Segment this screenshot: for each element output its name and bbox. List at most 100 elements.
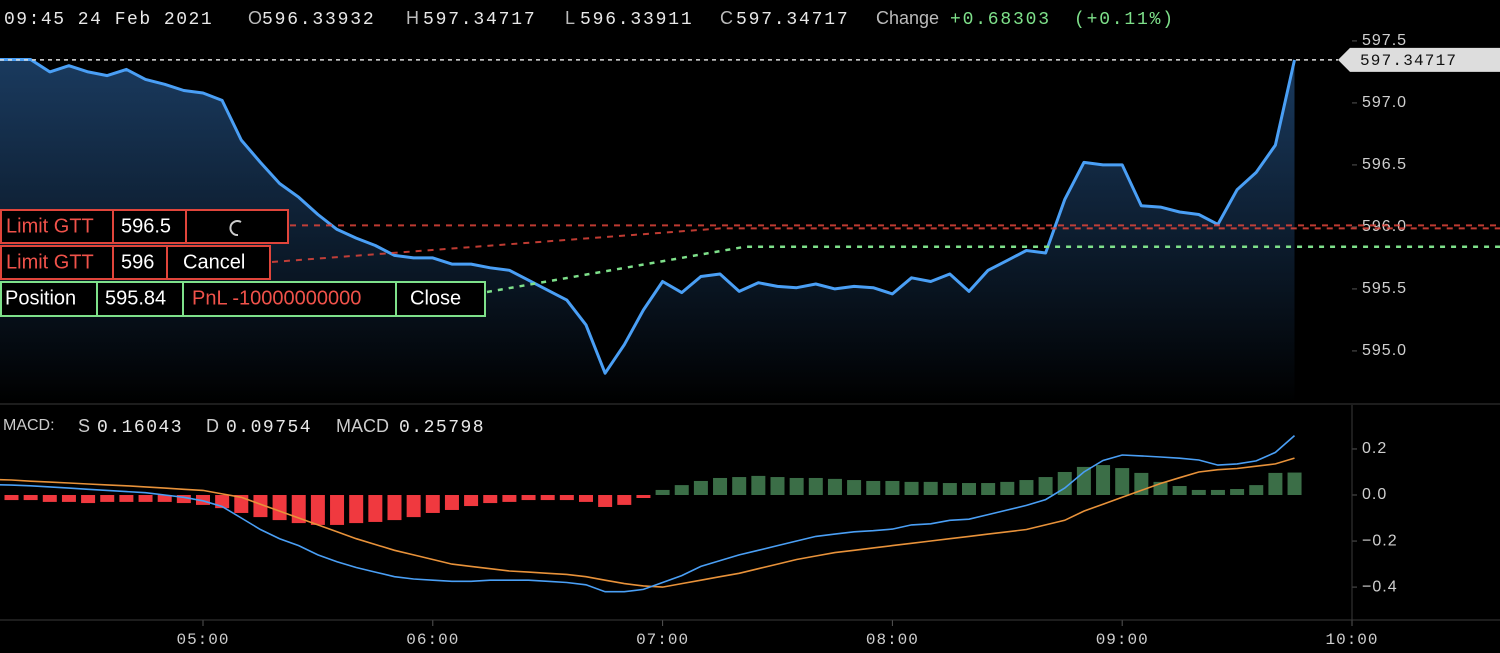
cancel-button[interactable] xyxy=(166,245,271,280)
histogram-bar xyxy=(483,495,498,504)
x-tick-label: 09:00 xyxy=(1096,631,1149,649)
y-tick-label: −0.2 xyxy=(1362,532,1398,549)
histogram-bar xyxy=(808,477,823,496)
x-tick-label: 06:00 xyxy=(406,631,459,649)
histogram-bar xyxy=(847,480,862,496)
histogram-bar xyxy=(961,483,976,496)
histogram-bar xyxy=(502,495,517,502)
histogram-bar xyxy=(138,495,153,502)
header-close: 597.34717 xyxy=(736,10,849,30)
histogram-bar xyxy=(406,495,421,518)
header-high: 597.34717 xyxy=(423,10,536,30)
position-pnl: PnL -10000000000 xyxy=(192,287,361,309)
order-cell[interactable] xyxy=(185,209,289,244)
histogram-bar xyxy=(713,477,728,496)
macd-line xyxy=(0,434,1296,593)
y-tick-label: −0.4 xyxy=(1362,578,1398,595)
order-price: 596 xyxy=(121,251,154,273)
histogram-bar xyxy=(330,495,345,525)
header-high-label: H xyxy=(406,8,419,28)
order-row: Limit GTT 596 Cancel xyxy=(0,245,271,280)
histogram-bar xyxy=(578,495,593,502)
position-row: Position 595.84 PnL -10000000000 Close xyxy=(0,281,486,317)
histogram-bar xyxy=(291,495,306,524)
header-open-label: O xyxy=(248,8,262,28)
price-line xyxy=(0,58,1296,375)
histogram-bar xyxy=(195,495,210,505)
order-price: 596.5 xyxy=(121,215,171,237)
last-price-tag xyxy=(1338,47,1500,72)
histogram-bar xyxy=(1172,486,1187,496)
histogram-bar xyxy=(100,495,115,502)
y-tick-label: 595.5 xyxy=(1362,280,1407,297)
header-open: 596.33932 xyxy=(262,10,375,30)
histogram-bar xyxy=(1038,477,1053,496)
position-cell xyxy=(182,281,397,317)
histogram-bar xyxy=(885,480,900,496)
histogram-bar xyxy=(1191,489,1206,496)
y-tick-label: 597.0 xyxy=(1362,94,1407,111)
header-low: 596.33911 xyxy=(580,10,693,30)
histogram-bar xyxy=(789,477,804,496)
histogram-bar xyxy=(923,481,938,496)
histogram-bar xyxy=(4,495,19,501)
legend-name: S xyxy=(78,416,90,436)
y-tick-label: 596.5 xyxy=(1362,156,1407,173)
histogram-bar xyxy=(1000,481,1015,496)
price-area xyxy=(0,59,1295,403)
x-tick-label: 08:00 xyxy=(866,631,919,649)
histogram-bar xyxy=(1210,489,1225,496)
histogram-bar xyxy=(1096,465,1111,496)
histogram-bar xyxy=(444,495,459,510)
histogram-bar xyxy=(674,485,689,496)
histogram-bar xyxy=(866,480,881,496)
histogram-bar xyxy=(81,495,96,504)
x-tick-label: 07:00 xyxy=(636,631,689,649)
histogram-bar xyxy=(559,495,574,501)
order-type: Limit GTT xyxy=(6,251,94,273)
macd-title: MACD: xyxy=(3,417,55,434)
histogram-bar xyxy=(693,480,708,496)
y-tick-label: 597.5 xyxy=(1362,32,1407,49)
close-button[interactable] xyxy=(395,281,486,317)
x-tick-label: 10:00 xyxy=(1325,631,1378,649)
header-low-label: L xyxy=(565,8,575,28)
histogram-bar xyxy=(598,495,613,507)
macd-line xyxy=(0,457,1295,588)
order-widgets: Limit GTT 596.5 Limit GTT 596 Cancel Pos… xyxy=(0,209,486,317)
histogram-bar xyxy=(751,475,766,496)
histogram-bar xyxy=(636,495,651,498)
histogram-bar xyxy=(521,495,536,501)
order-row: Limit GTT 596.5 xyxy=(0,209,289,244)
histogram-bar xyxy=(387,495,402,521)
histogram-bar xyxy=(176,495,191,504)
legend-name: MACD xyxy=(336,416,389,436)
histogram-bar xyxy=(827,478,842,496)
header-change: +0.68303 xyxy=(950,10,1051,30)
order-cell xyxy=(0,209,114,244)
histogram-bar xyxy=(310,495,325,525)
histogram-bar xyxy=(464,495,479,507)
histogram-bar xyxy=(655,489,670,496)
close-button-label[interactable]: Close xyxy=(410,287,461,309)
order-cell xyxy=(112,209,187,244)
histogram-bar xyxy=(1249,485,1264,496)
histogram-bar xyxy=(119,495,134,502)
header: 09:45 24 Feb 2021 O 596.33932 H 597.3471… xyxy=(4,8,1175,30)
histogram-bar xyxy=(42,495,57,502)
histogram-bar xyxy=(617,495,632,505)
histogram-bar xyxy=(425,495,440,513)
histogram-bar xyxy=(1287,472,1302,496)
y-tick-label: 0.2 xyxy=(1362,440,1387,457)
histogram-bar xyxy=(253,495,268,518)
cancel-button-label[interactable]: Cancel xyxy=(183,251,245,273)
histogram-bar xyxy=(1019,480,1034,496)
header-change-pct: (+0.11%) xyxy=(1074,10,1175,30)
histogram-bar xyxy=(1230,489,1245,496)
order-cell xyxy=(0,245,114,280)
position-label: Position xyxy=(5,287,76,309)
legend-value: 0.25798 xyxy=(399,418,485,438)
histogram-bar xyxy=(234,495,249,513)
